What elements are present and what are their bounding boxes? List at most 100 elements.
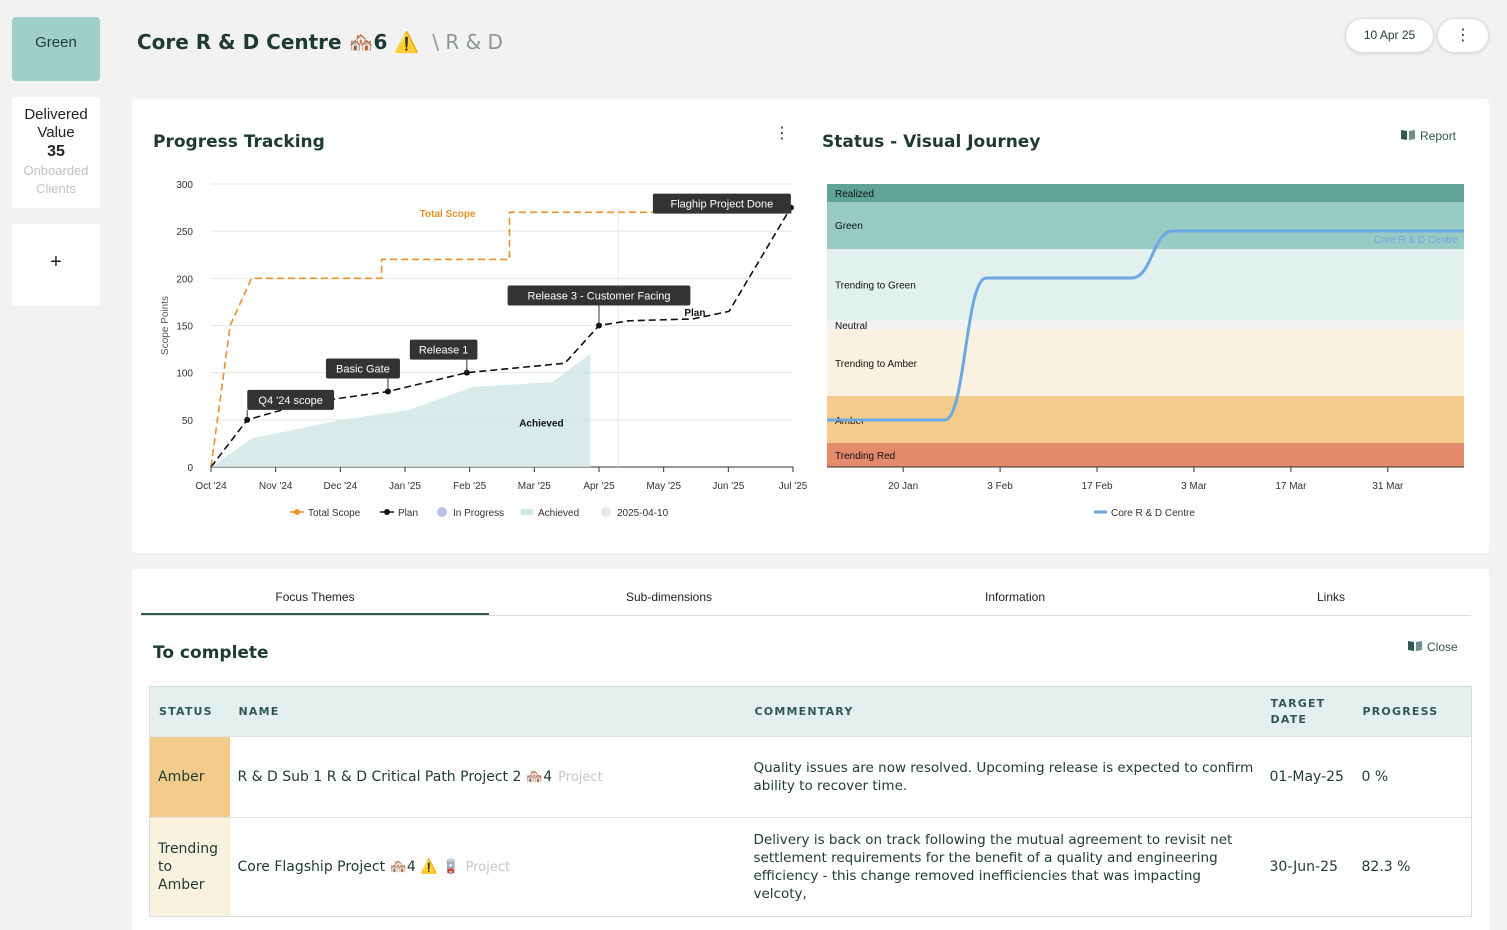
section-title: To complete xyxy=(153,643,269,663)
x-tick-label: 3 Mar xyxy=(1181,481,1207,492)
legend-swatch xyxy=(521,509,533,515)
row-name[interactable]: Core Flagship Project 🏘️4 ⚠️ 🪫 xyxy=(237,859,460,875)
status-band-label: Trending to Green xyxy=(835,281,916,292)
col-commentary[interactable]: COMMENTARY xyxy=(745,686,1262,737)
x-tick-label: Mar '25 xyxy=(518,481,551,492)
report-button[interactable]: Report xyxy=(1400,129,1456,143)
overall-status-tile[interactable]: Green xyxy=(12,17,100,81)
visual-journey-title: Status - Visual Journey xyxy=(822,132,1041,152)
charts-card: Progress Tracking ⋮ Status - Visual Jour… xyxy=(132,99,1489,553)
legend-label: Plan xyxy=(398,508,418,519)
status-band-label: Trending to Amber xyxy=(835,359,918,370)
target-date-cell: 01-May-25 xyxy=(1261,736,1354,818)
status-band-label: Trending Red xyxy=(835,451,895,462)
focus-themes-table: STATUS NAME COMMENTARY TARGET DATE PROGR… xyxy=(149,686,1472,917)
x-tick-label: 20 Jan xyxy=(888,481,918,492)
tab-information[interactable]: Information xyxy=(984,590,1046,604)
detail-card: Focus Themes Sub-dimensions Information … xyxy=(132,569,1489,930)
y-tick-label: 50 xyxy=(182,416,194,427)
row-type-tag: Project xyxy=(465,860,511,875)
y-tick-label: 250 xyxy=(176,227,193,238)
table-row[interactable]: Trending to Amber Core Flagship Project … xyxy=(149,817,1472,917)
x-tick-label: May '25 xyxy=(646,481,681,492)
page-title-text: Core R & D Centre xyxy=(137,30,342,54)
plus-icon: + xyxy=(50,251,62,273)
y-axis-title: Scope Points xyxy=(160,296,171,355)
delivered-value-number: 35 xyxy=(47,143,65,160)
status-cell: Amber xyxy=(149,736,230,818)
x-tick-label: Jul '25 xyxy=(779,481,808,492)
tab-focus-themes[interactable]: Focus Themes xyxy=(141,582,489,615)
charts-canvas: 0 50 100 150 200 250 300 Oct '24 Nov '24 Dec '24 J… xyxy=(160,180,1464,519)
y-tick-label: 150 xyxy=(176,322,193,333)
x-tick-label: Jun '25 xyxy=(712,481,744,492)
series-inline-label: Achieved xyxy=(519,418,563,429)
status-band xyxy=(827,249,1464,320)
annotation-label: Basic Gate xyxy=(336,364,390,376)
achieved-area xyxy=(211,353,591,467)
legend-label: Core R & D Centre xyxy=(1111,508,1195,519)
legend-label: In Progress xyxy=(453,508,504,519)
row-type-tag: Project xyxy=(558,770,603,785)
col-status[interactable]: STATUS xyxy=(149,686,230,737)
commentary-cell: Quality issues are now resolved. Upcomin… xyxy=(745,736,1262,818)
target-date-cell: 30-Jun-25 xyxy=(1261,817,1354,917)
add-tile-button[interactable]: + xyxy=(12,224,100,306)
status-series-label: Core R & D Centre xyxy=(1374,235,1458,246)
page-more-button[interactable]: ⋮ xyxy=(1437,18,1489,53)
x-tick-label: 31 Mar xyxy=(1372,481,1404,492)
close-button[interactable]: Close xyxy=(1407,640,1458,654)
progress-more-button[interactable]: ⋮ xyxy=(774,123,790,142)
overall-status-label: Green xyxy=(35,34,77,51)
tab-bar: Focus Themes Sub-dimensions Information … xyxy=(141,582,1471,616)
row-name[interactable]: R & D Sub 1 R & D Critical Path Project … xyxy=(237,769,553,785)
name-cell[interactable]: R & D Sub 1 R & D Critical Path Project … xyxy=(229,736,746,818)
annotation-box xyxy=(652,193,791,214)
status-band xyxy=(827,320,1464,330)
annotation-box xyxy=(507,285,691,306)
y-tick-label: 200 xyxy=(176,274,193,285)
book-icon xyxy=(1401,130,1415,140)
status-band xyxy=(827,184,1464,202)
status-band xyxy=(827,330,1464,396)
y-tick-label: 0 xyxy=(187,463,193,474)
report-label: Report xyxy=(1420,129,1457,143)
status-band xyxy=(827,202,1464,249)
status-band-label: Neutral xyxy=(835,321,867,332)
total-scope-line xyxy=(210,211,793,468)
breadcrumb[interactable]: \ R & D xyxy=(432,30,503,54)
name-cell[interactable]: Core Flagship Project 🏘️4 ⚠️ 🪫 Project xyxy=(229,817,746,917)
y-tick-label: 100 xyxy=(176,369,193,380)
x-tick-label: 3 Feb xyxy=(987,481,1013,492)
x-tick-label: Jan '25 xyxy=(389,481,421,492)
col-name[interactable]: NAME xyxy=(229,686,746,737)
table-header-row: STATUS NAME COMMENTARY TARGET DATE PROGR… xyxy=(149,686,1472,737)
date-picker-button[interactable]: 10 Apr 25 xyxy=(1345,18,1434,53)
table-row[interactable]: Amber R & D Sub 1 R & D Critical Path Pr… xyxy=(149,736,1472,818)
legend-swatch-marker xyxy=(384,509,390,515)
status-band-label: Green xyxy=(835,221,863,232)
tab-sub-dimensions[interactable]: Sub-dimensions xyxy=(625,590,713,604)
legend-swatch xyxy=(601,507,611,517)
x-tick-label: Apr '25 xyxy=(583,481,615,492)
series-inline-label: Total Scope xyxy=(420,209,476,220)
x-tick-label: Dec '24 xyxy=(324,481,358,492)
annotation-box xyxy=(409,339,478,360)
close-label: Close xyxy=(1427,640,1458,654)
date-label: 10 Apr 25 xyxy=(1363,28,1416,42)
col-target-date[interactable]: TARGET DATE xyxy=(1261,686,1354,737)
status-band-label: Realized xyxy=(835,189,874,200)
status-cell: Trending to Amber xyxy=(149,817,230,917)
legend-label: 2025-04-10 xyxy=(617,508,669,519)
x-tick-label: Feb '25 xyxy=(453,481,486,492)
legend-swatch-marker xyxy=(294,509,300,515)
col-progress[interactable]: PROGRESS xyxy=(1353,686,1472,737)
delivered-value-tile[interactable]: Delivered Value 35 Onboarded Clients xyxy=(12,97,100,208)
tab-links[interactable]: Links xyxy=(1316,590,1345,604)
progress-cell: 0 % xyxy=(1353,736,1472,818)
delivered-value-label: Delivered Value xyxy=(24,106,88,141)
series-inline-label: Plan xyxy=(684,308,705,319)
legend-label: Achieved xyxy=(538,508,579,519)
onboarded-clients-label: Onboarded Clients xyxy=(23,163,89,196)
annotation-label: Release 3 - Customer Facing xyxy=(527,291,670,303)
